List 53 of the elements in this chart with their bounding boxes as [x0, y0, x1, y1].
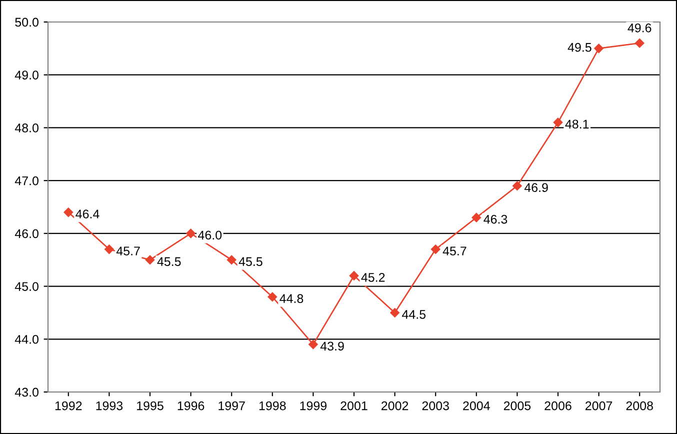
y-tick-label: 50.0	[15, 18, 38, 27]
data-label: 45.7	[442, 246, 466, 256]
x-tick-label: 1995	[137, 401, 164, 410]
data-label: 46.9	[524, 183, 548, 192]
y-tick-label: 44.0	[14, 334, 38, 344]
x-tick-label: 2005	[504, 401, 531, 410]
x-tick-label: 2003	[422, 401, 449, 410]
point	[594, 44, 604, 54]
data-label: 46.3	[484, 214, 508, 224]
x-tick-label: 2002	[382, 401, 408, 410]
point	[64, 208, 74, 217]
y-tick-label: 45.0	[14, 282, 38, 291]
point	[186, 228, 196, 238]
data-label: 46.4	[76, 210, 100, 218]
x-tick-label: 2007	[586, 401, 612, 410]
data-label: 45.5	[157, 257, 181, 266]
x-tick-label: 1999	[300, 401, 327, 410]
x-tick-label: 1992	[55, 401, 82, 410]
x-tick-label: 1996	[178, 401, 204, 410]
y-tick-label: 48.0	[14, 124, 38, 132]
data-label: 44.5	[402, 310, 426, 319]
point	[145, 255, 155, 264]
data-label: 45.7	[116, 246, 140, 256]
data-label: 49.5	[568, 42, 592, 52]
point	[553, 118, 563, 128]
y-tick-label: 43.0	[14, 388, 38, 397]
y-tick-label: 49.0	[14, 70, 38, 80]
x-tick-label: 1998	[259, 401, 286, 410]
data-label: 46.0	[198, 230, 222, 240]
x-tick-label: 2004	[463, 401, 490, 410]
data-label: 49.6	[628, 23, 652, 32]
point	[634, 38, 644, 48]
point	[512, 181, 522, 190]
x-tick-label: 2001	[340, 401, 368, 410]
x-tick-label: 2008	[626, 401, 653, 410]
data-label: 48.1	[565, 120, 589, 129]
data-label: 44.8	[280, 294, 304, 303]
x-tick-label: 2006	[544, 401, 572, 410]
point	[104, 244, 114, 254]
x-tick-label: 1997	[218, 401, 245, 410]
point	[390, 308, 400, 318]
x-tick-label: 1993	[96, 401, 123, 410]
point	[226, 255, 236, 264]
y-tick-label: 47.0	[14, 176, 38, 186]
point	[430, 244, 440, 254]
data-label: 43.9	[320, 342, 344, 351]
point	[268, 292, 278, 302]
data-label: 45.5	[238, 257, 262, 266]
point	[308, 340, 318, 350]
y-tick-label: 46.0	[14, 229, 38, 238]
point	[349, 271, 359, 280]
point	[472, 212, 482, 222]
data-label: 45.2	[361, 272, 385, 282]
